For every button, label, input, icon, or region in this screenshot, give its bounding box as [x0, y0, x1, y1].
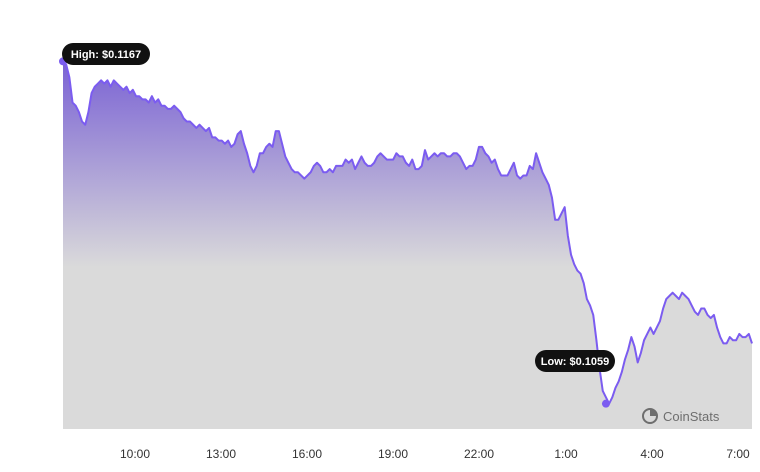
- x-tick-label: 16:00: [292, 447, 322, 461]
- price-area-fill: [63, 61, 752, 430]
- x-tick-label: 4:00: [640, 447, 664, 461]
- low-tooltip: Low: $0.1059: [535, 350, 615, 372]
- coinstats-wordmark: CoinStats: [663, 409, 720, 424]
- x-tick-label: 10:00: [120, 447, 150, 461]
- x-tick-label: 22:00: [464, 447, 494, 461]
- low-tooltip-background: [535, 350, 615, 372]
- high-tooltip: High: $0.1167: [62, 43, 150, 65]
- x-axis-ticks: 10:00 13:00 16:00 19:00 22:00 1:00 4:00 7:00: [120, 447, 750, 461]
- low-point-marker: [601, 399, 610, 408]
- x-tick-label: 1:00: [554, 447, 578, 461]
- x-tick-label: 7:00: [726, 447, 750, 461]
- high-tooltip-label: High: $0.1167: [71, 49, 141, 61]
- high-tooltip-background: [62, 43, 150, 65]
- x-tick-label: 13:00: [206, 447, 236, 461]
- x-tick-label: 19:00: [378, 447, 408, 461]
- coinstats-brand: CoinStats: [642, 408, 720, 424]
- coinstats-logo-icon: [642, 408, 658, 424]
- low-tooltip-label: Low: $0.1059: [541, 356, 609, 368]
- price-line: [62, 60, 753, 405]
